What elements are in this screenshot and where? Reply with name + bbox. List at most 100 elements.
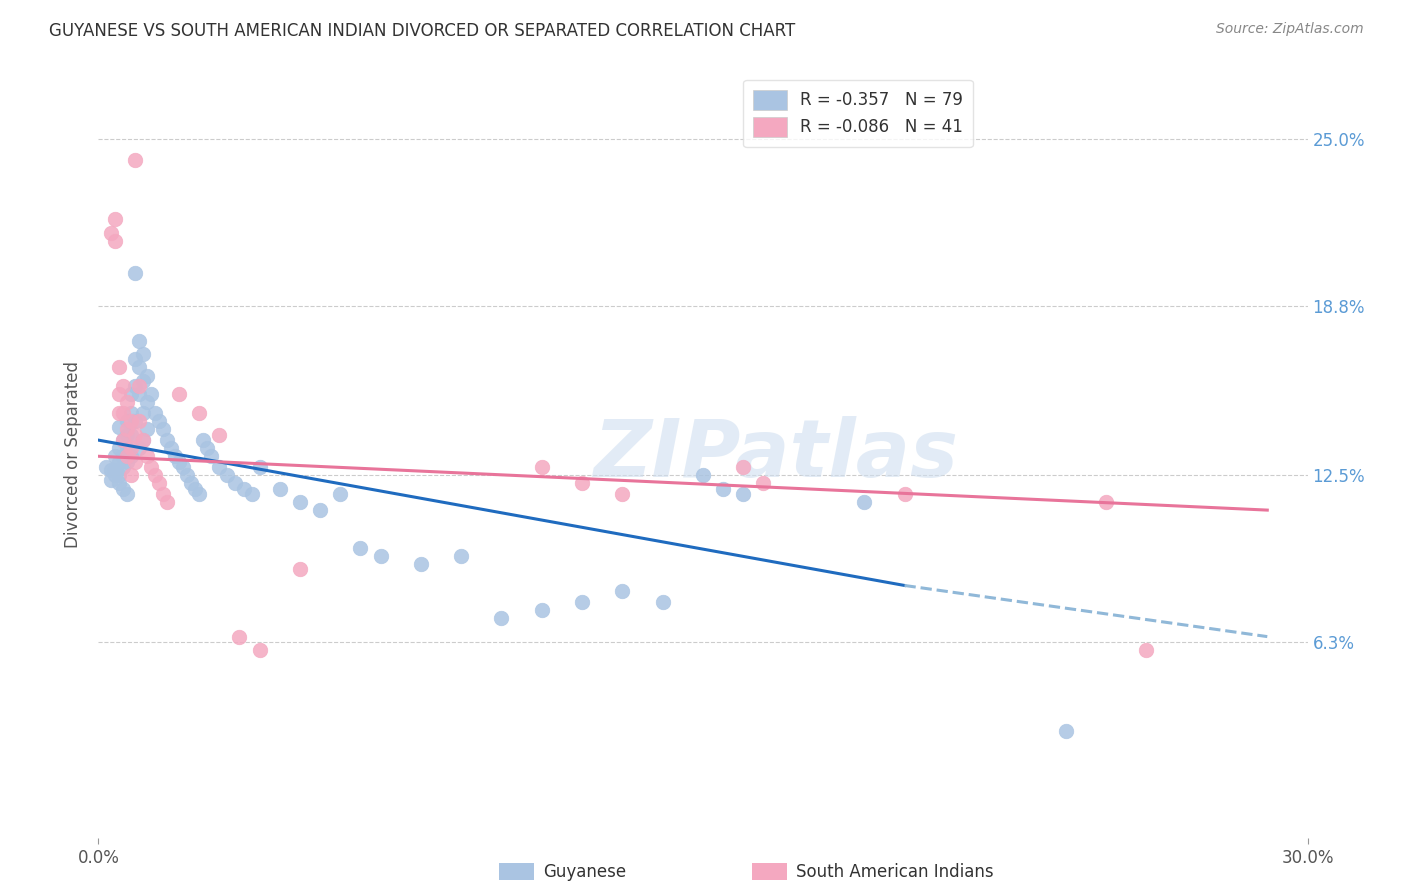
Point — [180, 476, 202, 491]
Point — [100, 226, 122, 240]
Point — [115, 455, 138, 469]
Point — [132, 406, 155, 420]
Text: Source: ZipAtlas.com: Source: ZipAtlas.com — [1216, 22, 1364, 37]
Text: ZIPatlas: ZIPatlas — [593, 416, 957, 494]
Point — [193, 433, 215, 447]
Point — [249, 460, 271, 475]
Point — [107, 455, 129, 469]
Point — [167, 387, 190, 401]
Point — [152, 422, 174, 436]
Point — [288, 495, 311, 509]
Point — [733, 460, 755, 475]
Point — [100, 474, 122, 488]
Point — [120, 414, 142, 428]
Point — [135, 395, 157, 409]
Point — [139, 387, 162, 401]
Point — [1095, 495, 1118, 509]
Point — [115, 414, 138, 428]
Point — [143, 406, 166, 420]
Point — [148, 414, 170, 428]
Point — [103, 234, 125, 248]
Point — [107, 476, 129, 491]
Text: South American Indians: South American Indians — [796, 863, 994, 881]
Point — [1054, 723, 1077, 738]
Point — [893, 487, 915, 501]
Point — [188, 406, 211, 420]
Point — [156, 433, 179, 447]
Point — [103, 468, 125, 483]
Point — [571, 476, 593, 491]
Point — [167, 455, 190, 469]
Point — [132, 433, 155, 447]
Point — [107, 360, 129, 375]
Point — [124, 414, 146, 428]
Legend: R = -0.357   N = 79, R = -0.086   N = 41: R = -0.357 N = 79, R = -0.086 N = 41 — [744, 79, 973, 147]
Point — [195, 441, 218, 455]
Point — [612, 487, 634, 501]
Point — [612, 583, 634, 598]
Point — [135, 368, 157, 383]
Point — [733, 487, 755, 501]
Point — [132, 433, 155, 447]
Point — [107, 441, 129, 455]
Point — [103, 212, 125, 227]
Point — [100, 463, 122, 477]
Point — [124, 153, 146, 168]
Point — [115, 441, 138, 455]
Point — [124, 379, 146, 393]
Point — [120, 441, 142, 455]
Point — [217, 468, 239, 483]
Point — [124, 427, 146, 442]
Point — [103, 450, 125, 464]
Point — [128, 379, 150, 393]
Point — [188, 487, 211, 501]
Point — [128, 360, 150, 375]
Point — [269, 482, 291, 496]
Point — [329, 487, 352, 501]
Point — [135, 422, 157, 436]
Point — [135, 450, 157, 464]
Point — [208, 460, 231, 475]
Point — [160, 441, 183, 455]
Text: Guyanese: Guyanese — [543, 863, 626, 881]
Point — [128, 387, 150, 401]
Point — [111, 433, 134, 447]
Point — [711, 482, 734, 496]
Point — [370, 549, 392, 563]
Point — [571, 594, 593, 608]
Point — [124, 352, 146, 367]
Point — [128, 414, 150, 428]
Point — [96, 460, 118, 475]
Point — [115, 450, 138, 464]
Point — [132, 347, 155, 361]
Point — [128, 334, 150, 348]
Point — [530, 603, 553, 617]
Point — [288, 562, 311, 576]
Point — [120, 468, 142, 483]
Point — [107, 419, 129, 434]
Point — [409, 557, 432, 571]
Point — [115, 487, 138, 501]
Point — [224, 476, 246, 491]
Text: GUYANESE VS SOUTH AMERICAN INDIAN DIVORCED OR SEPARATED CORRELATION CHART: GUYANESE VS SOUTH AMERICAN INDIAN DIVORC… — [49, 22, 796, 40]
Point — [200, 450, 222, 464]
Point — [124, 455, 146, 469]
Point — [152, 487, 174, 501]
Point — [228, 630, 250, 644]
Point — [176, 468, 198, 483]
Point — [111, 433, 134, 447]
Point — [163, 450, 186, 464]
Point — [111, 379, 134, 393]
Point — [120, 450, 142, 464]
Point — [111, 406, 134, 420]
Point — [111, 482, 134, 496]
Point — [107, 387, 129, 401]
Point — [450, 549, 472, 563]
Point — [111, 460, 134, 475]
Point — [103, 463, 125, 477]
Point — [120, 406, 142, 420]
Point — [107, 468, 129, 483]
Point — [692, 468, 714, 483]
Point — [1135, 643, 1157, 657]
Point — [111, 450, 134, 464]
